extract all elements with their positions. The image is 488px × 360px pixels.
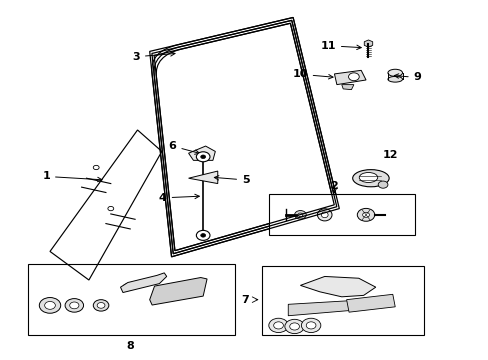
Ellipse shape: [387, 69, 402, 76]
Circle shape: [294, 211, 305, 219]
Text: 3: 3: [132, 52, 175, 62]
Circle shape: [289, 323, 299, 330]
Text: 5: 5: [214, 175, 249, 185]
Circle shape: [268, 318, 287, 333]
Polygon shape: [341, 85, 353, 90]
Polygon shape: [120, 273, 166, 293]
Ellipse shape: [352, 170, 388, 187]
Text: 4: 4: [159, 193, 199, 203]
Text: 7: 7: [241, 295, 249, 305]
Circle shape: [348, 73, 359, 81]
Circle shape: [122, 284, 132, 291]
Text: 12: 12: [382, 150, 397, 160]
Circle shape: [201, 155, 205, 158]
Circle shape: [362, 212, 369, 217]
Polygon shape: [188, 146, 215, 160]
Circle shape: [39, 297, 61, 313]
Circle shape: [305, 322, 315, 329]
Polygon shape: [364, 40, 372, 47]
Text: 6: 6: [168, 141, 199, 154]
Polygon shape: [149, 278, 206, 305]
FancyBboxPatch shape: [268, 194, 414, 235]
Text: 1: 1: [42, 171, 102, 182]
Polygon shape: [346, 294, 394, 312]
Circle shape: [93, 300, 109, 311]
Circle shape: [168, 287, 180, 295]
Circle shape: [285, 319, 304, 334]
Circle shape: [44, 301, 55, 309]
Polygon shape: [334, 70, 366, 85]
Circle shape: [194, 152, 202, 157]
Polygon shape: [300, 276, 375, 297]
Circle shape: [297, 213, 302, 217]
Ellipse shape: [321, 212, 327, 218]
Ellipse shape: [387, 76, 402, 82]
Circle shape: [65, 298, 83, 312]
Text: 8: 8: [126, 341, 134, 351]
FancyBboxPatch shape: [28, 264, 234, 336]
Ellipse shape: [317, 209, 331, 221]
Text: 11: 11: [320, 41, 361, 51]
FancyBboxPatch shape: [261, 266, 424, 336]
Text: 9: 9: [393, 72, 421, 82]
Circle shape: [297, 304, 307, 311]
Ellipse shape: [359, 172, 377, 183]
Text: 2: 2: [330, 181, 338, 191]
Circle shape: [203, 174, 211, 180]
Circle shape: [70, 302, 79, 309]
Circle shape: [196, 152, 209, 162]
Circle shape: [377, 181, 387, 188]
Text: 10: 10: [292, 69, 332, 79]
Polygon shape: [287, 301, 351, 316]
Circle shape: [201, 234, 205, 237]
Circle shape: [357, 208, 374, 221]
Circle shape: [301, 318, 320, 333]
Circle shape: [273, 322, 283, 329]
Circle shape: [361, 301, 370, 309]
Polygon shape: [188, 171, 217, 184]
Circle shape: [97, 302, 105, 308]
Circle shape: [196, 230, 209, 240]
